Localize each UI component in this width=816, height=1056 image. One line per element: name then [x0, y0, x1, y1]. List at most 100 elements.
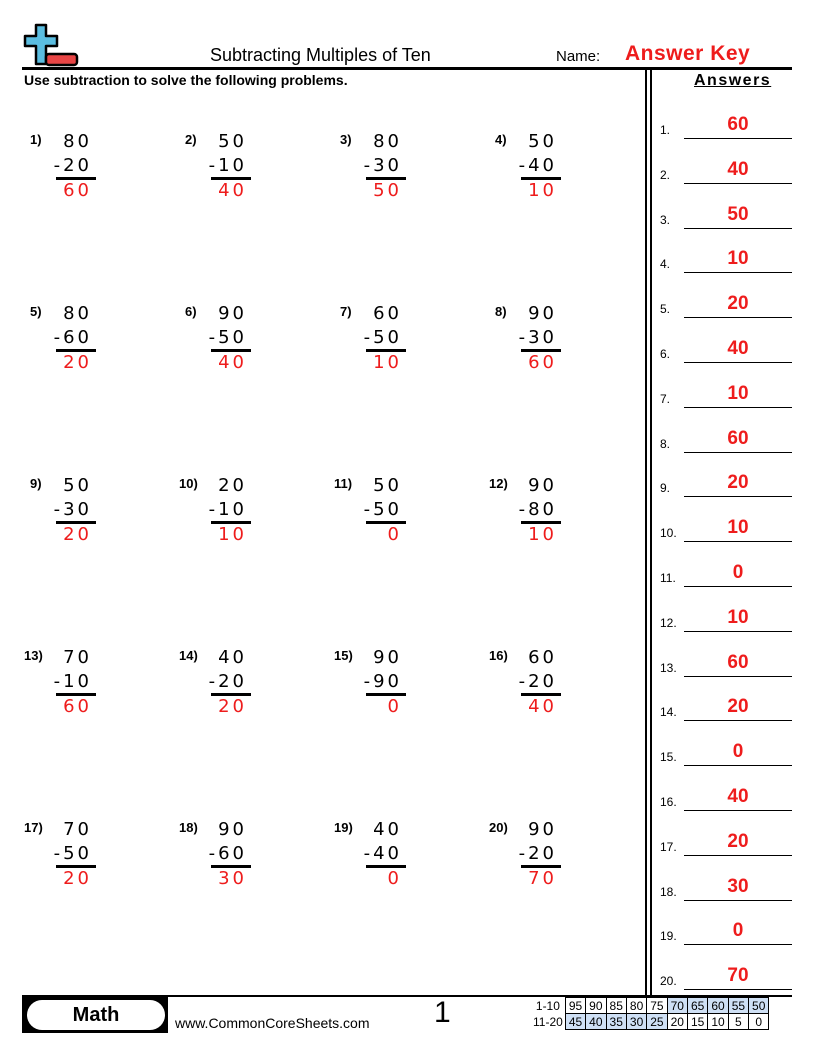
- answer: 40: [218, 180, 247, 201]
- answer: 0: [387, 524, 402, 545]
- answer-value: 20: [727, 472, 749, 494]
- subtrahend: -10: [208, 499, 247, 520]
- answer-number: 1.: [660, 123, 671, 137]
- answer-line: [684, 496, 792, 498]
- answer-line: [684, 227, 792, 229]
- answer-value: 60: [727, 651, 749, 673]
- answer-bar: [366, 177, 406, 180]
- answer-number: 18.: [660, 884, 677, 899]
- answer: 50: [373, 180, 402, 201]
- subtrahend: -30: [518, 327, 557, 348]
- score-cell: 60: [707, 997, 729, 1014]
- answer: 20: [63, 868, 92, 889]
- score-cell: 30: [625, 1013, 648, 1030]
- name-label: Name:: [556, 48, 601, 65]
- subtrahend: -60: [208, 843, 247, 864]
- score-cell: 35: [605, 1013, 627, 1030]
- subject-label: Math: [27, 1000, 165, 1030]
- problem-number: 10): [179, 476, 198, 491]
- answer: 10: [373, 352, 402, 373]
- minuend: 70: [63, 647, 92, 668]
- minuend: 50: [373, 475, 402, 496]
- subtrahend: -80: [518, 499, 557, 520]
- score-cell: 65: [686, 997, 709, 1014]
- answer-bar: [211, 521, 251, 524]
- score-cell: 25: [646, 1013, 668, 1030]
- answer-bar: [211, 177, 251, 180]
- worksheet-title: Subtracting Multiples of Ten: [210, 45, 431, 65]
- answer: 0: [387, 868, 402, 889]
- score-cell: 80: [625, 997, 648, 1014]
- answer-value: 10: [727, 382, 749, 404]
- subtrahend: -50: [363, 499, 402, 520]
- answer-line: [684, 899, 792, 901]
- answer-number: 9.: [660, 481, 671, 496]
- instructions: Use subtraction to solve the following p…: [24, 72, 348, 88]
- answer-number: 20.: [660, 974, 677, 989]
- column-divider: [650, 69, 652, 995]
- minuend: 90: [528, 475, 557, 496]
- score-row: 1-10 95 90 85 80 75 70 65 60 55 50: [530, 997, 770, 1014]
- answer-bar: [521, 865, 561, 868]
- minuend: 80: [63, 131, 92, 152]
- minuend: 40: [218, 647, 247, 668]
- minuend: 90: [528, 303, 557, 324]
- answer-bar: [521, 521, 561, 524]
- answer: 60: [63, 696, 92, 717]
- answer: 20: [63, 524, 92, 545]
- subtrahend: -40: [363, 843, 402, 864]
- answer-bar: [211, 865, 251, 868]
- answer-value: 20: [727, 696, 749, 718]
- answer-value: 70: [727, 965, 749, 987]
- answer-number: 4.: [660, 257, 671, 272]
- answer-line: [684, 451, 792, 453]
- answer-value: 40: [727, 158, 749, 180]
- answer: 70: [528, 868, 557, 889]
- minuend: 90: [373, 647, 402, 668]
- problem-number: 3): [340, 132, 352, 147]
- answer-number: 15.: [660, 750, 677, 765]
- answer-value: 10: [727, 517, 749, 539]
- problem-number: 11): [334, 476, 353, 491]
- minuend: 70: [63, 819, 92, 840]
- minuend: 60: [373, 303, 402, 324]
- answer-value: 10: [727, 606, 749, 628]
- answer-number: 8.: [660, 436, 671, 451]
- answer-number: 13.: [660, 660, 677, 675]
- answer-line: [684, 944, 792, 946]
- problem-number: 6): [185, 304, 197, 319]
- header-divider: [22, 67, 792, 70]
- score-cell: 75: [646, 997, 668, 1014]
- problem-number: 19): [334, 820, 353, 835]
- answer-bar: [56, 177, 96, 180]
- answer: 40: [528, 696, 557, 717]
- answer-bar: [366, 693, 406, 696]
- answer-bar: [521, 177, 561, 180]
- subtrahend: -20: [518, 671, 557, 692]
- answer-value: 60: [727, 427, 749, 449]
- minuend: 50: [63, 475, 92, 496]
- answer: 30: [218, 868, 247, 889]
- answer-value: 30: [727, 875, 749, 897]
- problem-number: 5): [30, 304, 42, 319]
- answer-line: [684, 765, 792, 767]
- score-cell: 90: [585, 997, 607, 1014]
- answer: 0: [387, 696, 402, 717]
- problem-number: 16): [489, 648, 508, 663]
- answer-number: 7.: [660, 391, 671, 406]
- minuend: 60: [528, 647, 557, 668]
- answer-number: 10.: [660, 526, 677, 541]
- subtrahend: -50: [363, 327, 402, 348]
- answer: 20: [218, 696, 247, 717]
- score-range-label: 11-20: [533, 1014, 563, 1029]
- answer: 20: [63, 352, 92, 373]
- problem-number: 12): [489, 476, 508, 491]
- answer: 10: [528, 180, 557, 201]
- answer-bar: [56, 693, 96, 696]
- answer-line: [684, 362, 792, 363]
- score-cell: 55: [727, 997, 750, 1014]
- minuend: 40: [373, 819, 402, 840]
- subtrahend: -10: [53, 671, 92, 692]
- subtrahend: -20: [208, 671, 247, 692]
